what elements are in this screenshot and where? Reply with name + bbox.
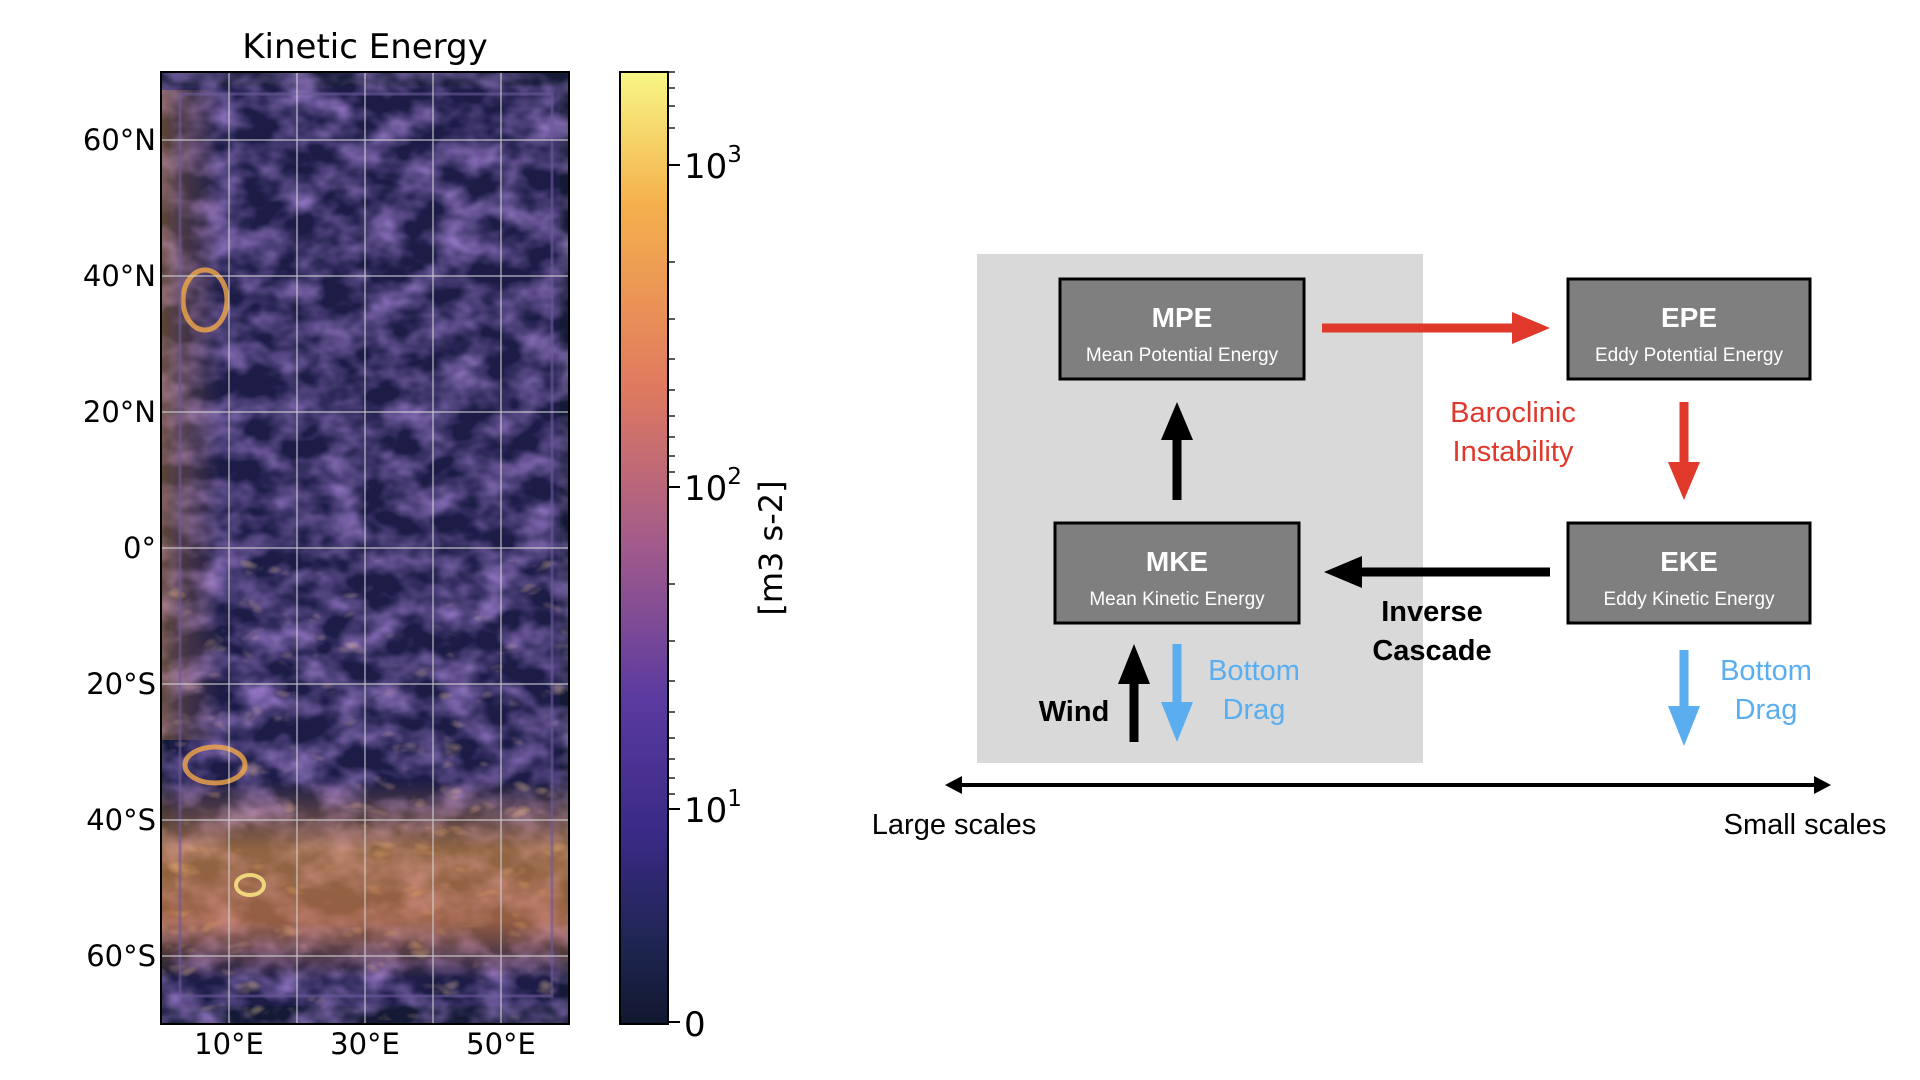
inverse-line-1: Inverse bbox=[1381, 596, 1483, 628]
epe-name: Eddy Potential Energy bbox=[1595, 345, 1784, 366]
mpe-box: MPE Mean Potential Energy bbox=[1058, 277, 1306, 381]
wind-label: Wind bbox=[1039, 696, 1110, 728]
baroclinic-line-2: Instability bbox=[1453, 436, 1574, 468]
colorbar-label: [m3 s-2] bbox=[752, 480, 790, 615]
map-frame bbox=[160, 71, 570, 1025]
epe-box: EPE Eddy Potential Energy bbox=[1566, 277, 1812, 381]
mke-name: Mean Kinetic Energy bbox=[1089, 589, 1265, 610]
bottom-drag-left-arrow bbox=[1161, 644, 1193, 742]
colorbar-tick: 101 bbox=[684, 786, 742, 831]
wind-arrow bbox=[1118, 644, 1150, 742]
colorbar-gradient bbox=[619, 71, 669, 1025]
eke-name: Eddy Kinetic Energy bbox=[1603, 589, 1775, 610]
drag-right-line-2: Drag bbox=[1735, 694, 1798, 726]
eke-box: EKE Eddy Kinetic Energy bbox=[1566, 521, 1812, 625]
lon-label: 10°E bbox=[194, 1027, 264, 1061]
drag-left-line-2: Drag bbox=[1223, 694, 1286, 726]
baroclinic-instability-label: Baroclinic Instability bbox=[1450, 397, 1576, 468]
mke-to-mpe-arrow bbox=[1161, 402, 1193, 500]
colorbar: 103 102 101 0 [m3 s-2] bbox=[619, 71, 790, 1045]
lat-label: 40°N bbox=[83, 259, 156, 293]
mke-box: MKE Mean Kinetic Energy bbox=[1053, 521, 1301, 625]
inverse-cascade-label: Inverse Cascade bbox=[1372, 596, 1491, 667]
lat-label: 20°N bbox=[83, 395, 156, 429]
inverse-line-2: Cascade bbox=[1372, 635, 1491, 667]
energy-diagram: MPE Mean Potential Energy EPE Eddy Poten… bbox=[872, 254, 1887, 841]
map-gridlines bbox=[161, 72, 569, 1024]
baroclinic-line-1: Baroclinic bbox=[1450, 397, 1576, 429]
eke-abbr: EKE bbox=[1660, 546, 1718, 577]
mpe-abbr: MPE bbox=[1152, 302, 1213, 333]
lon-axis: 10°E 30°E 50°E bbox=[194, 1027, 536, 1061]
epe-to-eke-arrow bbox=[1668, 402, 1700, 500]
western-boundary-current bbox=[161, 90, 221, 740]
mke-abbr: MKE bbox=[1146, 546, 1208, 577]
mpe-name: Mean Potential Energy bbox=[1086, 345, 1279, 366]
scale-left-label: Large scales bbox=[872, 809, 1036, 841]
lat-label: 40°S bbox=[86, 803, 156, 837]
eke-to-mke-arrow bbox=[1324, 556, 1550, 588]
bottom-drag-right-label: Bottom Drag bbox=[1720, 655, 1812, 726]
colorbar-tick: 0 bbox=[684, 1005, 706, 1045]
epe-abbr: EPE bbox=[1661, 302, 1717, 333]
lat-label: 60°S bbox=[86, 939, 156, 973]
scale-axis bbox=[945, 776, 1831, 794]
map-title: Kinetic Energy bbox=[242, 27, 488, 67]
colorbar-tick: 102 bbox=[684, 464, 742, 509]
drag-left-line-1: Bottom bbox=[1208, 655, 1300, 687]
lon-label: 50°E bbox=[466, 1027, 536, 1061]
map-plot bbox=[160, 71, 570, 1025]
colorbar-tick: 103 bbox=[684, 142, 742, 187]
drag-right-line-1: Bottom bbox=[1720, 655, 1812, 687]
lat-label: 60°N bbox=[83, 123, 156, 157]
lat-axis: 60°N 40°N 20°N 0° 20°S 40°S 60°S bbox=[83, 123, 156, 973]
bottom-drag-left-label: Bottom Drag bbox=[1208, 655, 1300, 726]
lat-label: 20°S bbox=[86, 667, 156, 701]
mpe-to-epe-arrow bbox=[1322, 312, 1550, 344]
lon-label: 30°E bbox=[330, 1027, 400, 1061]
map-panel: Kinetic Energy bbox=[83, 27, 790, 1061]
scale-right-label: Small scales bbox=[1724, 809, 1887, 841]
bottom-drag-right-arrow bbox=[1668, 650, 1700, 746]
lat-label: 0° bbox=[123, 531, 156, 565]
